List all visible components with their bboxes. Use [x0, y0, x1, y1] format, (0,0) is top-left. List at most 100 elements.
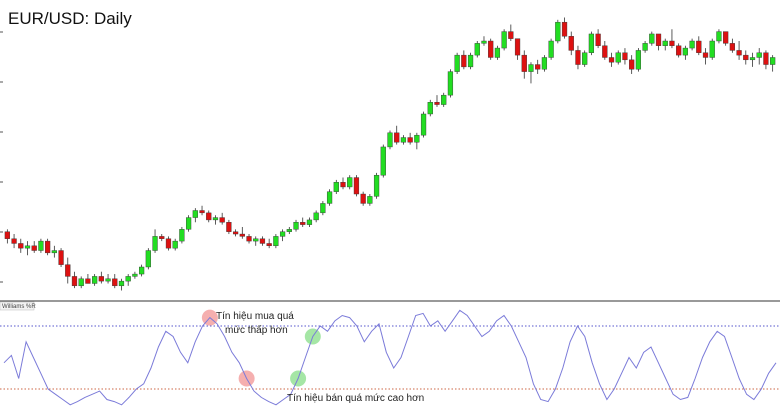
candle-up	[367, 196, 373, 204]
candle-down	[629, 59, 635, 70]
candle-up	[682, 47, 688, 56]
candle-down	[575, 50, 581, 65]
candle-up	[635, 50, 641, 70]
candle-up	[689, 40, 695, 49]
candle-down	[360, 193, 366, 204]
williams-r-panel: Williams %R	[0, 301, 780, 406]
buy-signal-annotation-line1: Tín hiệu mua quá	[216, 311, 294, 322]
price-axis-ticks	[0, 31, 3, 283]
candle-up	[615, 52, 621, 63]
candle-down	[568, 36, 574, 51]
candle-down	[669, 40, 675, 46]
candle-down	[595, 33, 601, 46]
candle-down	[266, 243, 272, 247]
candle-up	[118, 280, 125, 287]
candle-up	[105, 278, 111, 282]
candle-up	[441, 94, 447, 105]
candle-up	[320, 203, 326, 214]
indicator-label: Williams %R	[2, 304, 36, 310]
candle-up	[649, 33, 655, 44]
candle-down	[4, 231, 10, 239]
candle-up	[253, 238, 259, 242]
candle-down	[535, 64, 541, 70]
candle-down	[219, 217, 225, 223]
candle-up	[662, 40, 668, 46]
candle-down	[461, 54, 467, 68]
candle-down	[98, 276, 104, 282]
candle-down	[65, 264, 71, 277]
candle-down	[655, 33, 662, 46]
candlestick-series	[4, 17, 776, 291]
candle-down	[31, 245, 37, 251]
candle-down	[71, 276, 78, 287]
candle-up	[373, 174, 380, 197]
candle-down	[353, 177, 360, 195]
candle-up	[716, 31, 722, 42]
candle-up	[24, 245, 31, 249]
candle-up	[427, 102, 433, 115]
candle-down	[246, 236, 252, 242]
candle-down	[259, 238, 266, 244]
candle-up	[306, 219, 313, 225]
candle-down	[394, 132, 400, 143]
candle-up	[145, 250, 151, 268]
candle-down	[226, 222, 232, 232]
candle-down	[165, 238, 172, 249]
candle-up	[152, 236, 158, 251]
candle-up	[541, 57, 548, 70]
candle-down	[159, 236, 165, 239]
candle-down	[561, 21, 568, 37]
candle-up	[447, 71, 454, 96]
candle-up	[179, 229, 185, 242]
candle-down	[340, 182, 346, 188]
candle-up	[756, 52, 762, 58]
candle-down	[300, 222, 306, 225]
sell-signal-annotation: Tín hiệu bán quá mức cao hơn	[287, 393, 424, 404]
candle-up	[400, 137, 407, 143]
candle-up	[642, 43, 648, 51]
buy-signal-annotation-line2: mức thấp hơn	[225, 324, 288, 336]
candle-down	[11, 238, 17, 244]
candle-up	[420, 113, 427, 136]
candle-up	[414, 134, 420, 143]
candle-up	[78, 278, 84, 287]
candle-down	[18, 243, 24, 249]
candle-down	[676, 45, 682, 56]
candle-up	[286, 229, 292, 232]
candle-down	[199, 210, 205, 214]
candle-down	[407, 137, 413, 143]
candle-down	[743, 54, 749, 61]
williams-r-line	[3, 309, 777, 406]
candle-up	[273, 236, 279, 247]
candle-down	[508, 31, 514, 39]
candle-up	[709, 40, 715, 58]
candle-up	[279, 231, 286, 237]
candle-down	[85, 278, 91, 284]
candle-down	[723, 31, 729, 44]
candle-down	[488, 40, 494, 58]
candle-up	[467, 54, 474, 68]
candle-down	[729, 43, 735, 51]
candle-up	[293, 222, 299, 230]
candle-down	[206, 212, 212, 221]
candle-up	[185, 217, 192, 230]
candle-up	[38, 240, 44, 251]
candle-up	[494, 47, 501, 58]
candle-up	[555, 21, 561, 42]
candle-up	[501, 31, 507, 49]
candle-up	[192, 210, 198, 218]
candle-up	[548, 40, 554, 58]
candle-down	[521, 54, 527, 72]
candle-up	[454, 54, 460, 72]
chart-title: EUR/USD: Daily	[8, 9, 132, 28]
candle-down	[45, 240, 51, 254]
candle-up	[212, 217, 219, 221]
indicator-label-box	[0, 301, 35, 311]
candle-up	[582, 52, 588, 65]
candle-down	[622, 52, 628, 61]
candle-down	[239, 233, 245, 237]
candle-down	[702, 52, 709, 58]
candle-up	[125, 276, 131, 282]
